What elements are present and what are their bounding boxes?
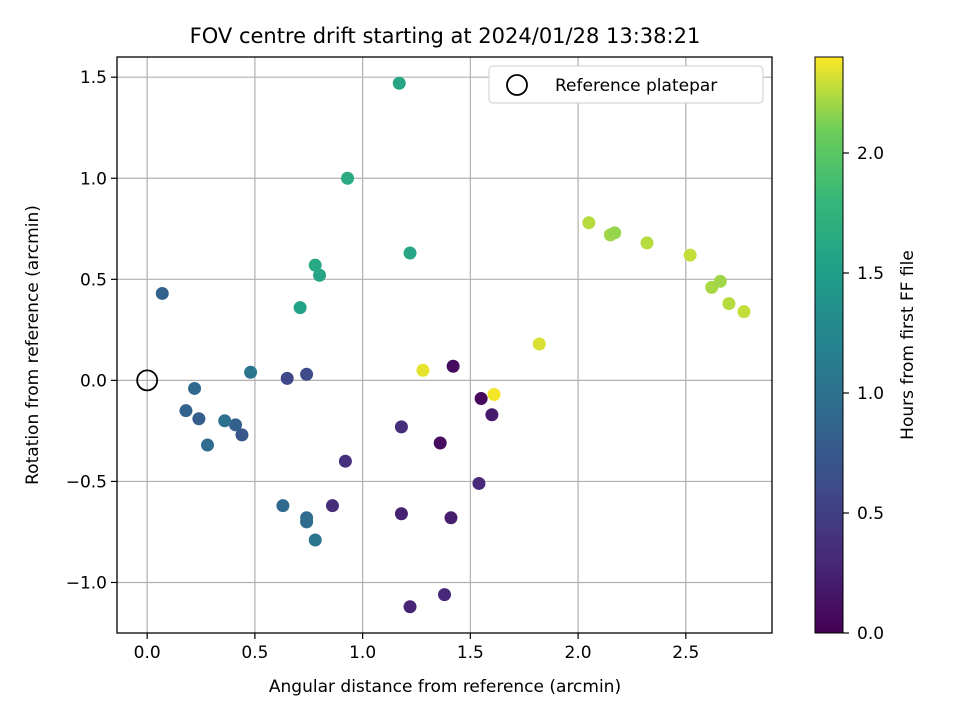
legend: Reference platepar [488, 65, 764, 104]
data-point [293, 301, 307, 315]
data-point [474, 392, 488, 406]
data-point [313, 268, 327, 282]
x-tick-label: 2.0 [565, 643, 592, 663]
data-point [608, 226, 622, 240]
data-point [713, 274, 727, 288]
y-tick-label: 0.0 [80, 371, 107, 391]
data-point [341, 171, 355, 185]
data-point [155, 286, 169, 300]
x-axis-ticks: 0.0 0.5 1.0 1.5 2.0 2.5 [134, 633, 699, 663]
data-point [582, 216, 596, 230]
data-point [433, 436, 447, 450]
x-axis-label: Angular distance from reference (arcmin) [269, 677, 621, 697]
colorbar [814, 56, 844, 634]
data-point [308, 258, 322, 272]
data-point [188, 381, 202, 395]
data-point [403, 600, 417, 614]
x-tick-label: 0.5 [241, 643, 268, 663]
data-point [200, 438, 214, 452]
legend-marker-icon [506, 74, 528, 96]
data-point [403, 246, 417, 260]
data-point [280, 371, 294, 385]
data-point [300, 515, 314, 529]
data-point [229, 418, 243, 432]
data-point [444, 511, 458, 525]
data-point [683, 248, 697, 262]
data-point [485, 408, 499, 422]
y-axis-ticks: −1.0 −0.5 0.0 0.5 1.0 1.5 [66, 68, 117, 593]
data-point [325, 499, 339, 513]
data-point [446, 359, 460, 373]
data-point [737, 305, 751, 319]
data-point [235, 428, 249, 442]
data-point [394, 507, 408, 521]
colorbar-tick-label: 1.0 [857, 384, 884, 404]
data-point [179, 404, 193, 418]
data-point [472, 476, 486, 490]
data-point [416, 363, 430, 377]
data-point [192, 412, 206, 426]
colorbar-tick-label: 1.5 [857, 264, 884, 284]
colorbar-label: Hours from first FF file [898, 250, 918, 440]
data-point [394, 420, 408, 434]
plot-frame [116, 56, 773, 634]
legend-box [488, 65, 764, 104]
x-tick-label: 2.5 [672, 643, 699, 663]
y-tick-label: 1.5 [80, 68, 107, 88]
data-point [640, 236, 654, 250]
colorbar-ticks: 0.0 0.5 1.0 1.5 2.0 [843, 144, 884, 644]
data-point [532, 337, 546, 351]
colorbar-tick-label: 0.5 [857, 504, 884, 524]
y-axis-label: Rotation from reference (arcmin) [23, 205, 43, 485]
colorbar-tick-label: 2.0 [857, 144, 884, 164]
reference-point [136, 369, 159, 392]
data-point [308, 533, 322, 547]
data-point [338, 454, 352, 468]
x-tick-label: 0.0 [134, 643, 161, 663]
data-point [722, 297, 736, 311]
data-point [487, 388, 501, 402]
data-point [300, 367, 314, 381]
data-point [244, 365, 258, 379]
data-point [438, 588, 451, 602]
x-tick-label: 1.0 [349, 643, 376, 663]
data-points [155, 76, 751, 614]
legend-label: Reference platepar [555, 76, 717, 96]
data-point [392, 76, 406, 90]
x-tick-label: 1.5 [457, 643, 484, 663]
y-tick-label: 0.5 [80, 270, 107, 290]
y-tick-label: −1.0 [66, 573, 107, 593]
y-tick-label: 1.0 [80, 169, 107, 189]
y-tick-label: −0.5 [66, 472, 107, 492]
chart-title: FOV centre drift starting at 2024/01/28 … [190, 24, 701, 48]
grid [117, 57, 772, 633]
data-point [276, 499, 290, 513]
colorbar-tick-label: 0.0 [857, 624, 884, 644]
data-point [218, 414, 232, 428]
